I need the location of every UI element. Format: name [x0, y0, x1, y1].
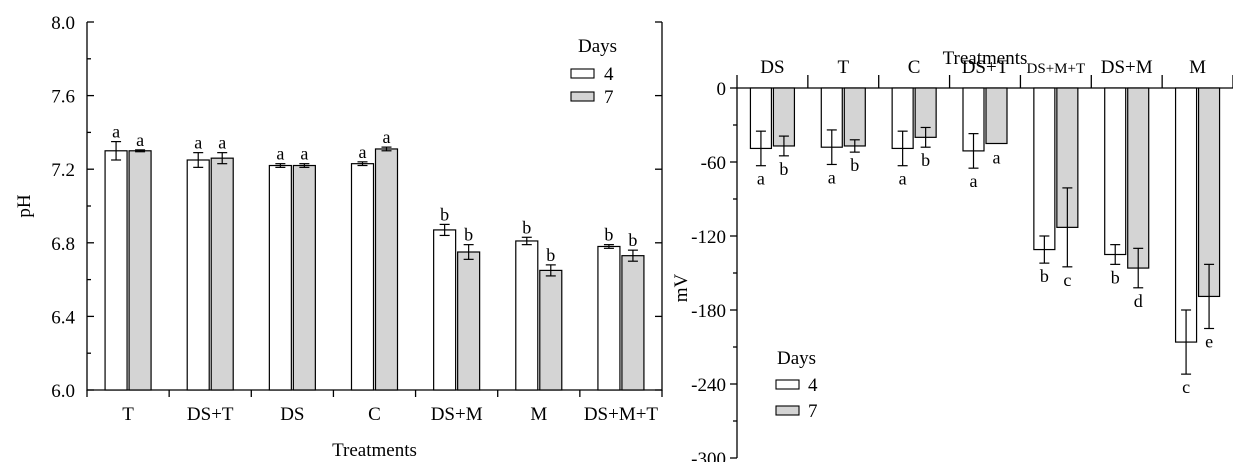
- significance-label: a: [970, 171, 978, 191]
- y-tick-label: -60: [701, 153, 726, 174]
- x-tick-label: DS: [280, 404, 304, 425]
- significance-label: a: [136, 130, 144, 150]
- significance-label: a: [757, 169, 765, 189]
- significance-label: e: [1205, 332, 1213, 352]
- significance-label: a: [276, 144, 284, 164]
- bar: [186, 159, 210, 391]
- x-tick-label: DS+M+T: [1027, 61, 1086, 77]
- bar: [292, 164, 316, 391]
- bar: [1033, 87, 1056, 251]
- significance-label: c: [1063, 270, 1071, 290]
- significance-label: d: [1134, 291, 1143, 311]
- significance-label: b: [522, 217, 531, 237]
- x-tick-label: DS+M+T: [584, 404, 659, 425]
- x-tick-label: DS+M: [431, 404, 483, 425]
- significance-label: a: [194, 133, 202, 153]
- bar: [539, 269, 563, 391]
- x-tick-label: DS+T: [187, 404, 234, 425]
- bar: [985, 87, 1008, 145]
- y-tick-label: -180: [691, 301, 726, 322]
- y-tick-label: 8.0: [51, 13, 75, 34]
- significance-label: b: [850, 155, 859, 175]
- x-tick-label: M: [1189, 57, 1206, 78]
- significance-label: a: [359, 142, 367, 162]
- x-axis-title: Treatments: [332, 440, 417, 461]
- significance-label: a: [300, 144, 308, 164]
- significance-label: b: [604, 225, 613, 245]
- legend-swatch: [570, 91, 595, 102]
- legend-label: 7: [808, 401, 818, 422]
- significance-label: a: [218, 133, 226, 153]
- y-tick-label: 6.0: [51, 381, 75, 402]
- x-tick-label: T: [837, 57, 849, 78]
- y-tick-label: 6.4: [51, 307, 75, 328]
- ph-chart: 6.06.46.87.27.68.0T DS+T DS C DS+M M DS+M+Taaa…: [14, 13, 663, 461]
- y-tick-label: 6.8: [51, 234, 75, 255]
- significance-label: b: [1040, 266, 1049, 286]
- significance-label: c: [1182, 377, 1190, 397]
- x-tick-label: T: [122, 404, 134, 425]
- bar: [515, 240, 539, 391]
- y-tick-label: 7.2: [51, 160, 75, 181]
- legend-label: 4: [604, 64, 614, 85]
- y-tick-label: -120: [691, 227, 726, 248]
- significance-label: b: [628, 230, 637, 250]
- significance-label: b: [546, 245, 555, 265]
- y-tick-label: 0: [717, 79, 727, 100]
- bar: [1104, 87, 1127, 256]
- bar: [350, 163, 375, 391]
- significance-label: b: [779, 159, 788, 179]
- legend-swatch: [775, 379, 800, 390]
- significance-label: a: [112, 122, 120, 142]
- y-tick-label: 7.6: [51, 87, 75, 108]
- bar: [374, 148, 399, 391]
- bar: [843, 87, 866, 147]
- significance-label: a: [899, 169, 907, 189]
- significance-label: a: [828, 167, 836, 187]
- x-tick-label: C: [908, 57, 921, 78]
- mv-chart: 0 -60 -120 -180 -240 -300 DS T C DS+T DS+M+T DS+M Ma…: [671, 48, 1233, 462]
- legend-label: 7: [604, 87, 614, 108]
- legend-label: 4: [808, 375, 818, 396]
- bar: [1174, 87, 1198, 343]
- y-axis-title: mV: [671, 273, 692, 302]
- legend-title: Days: [777, 348, 816, 369]
- legend-swatch: [570, 68, 595, 79]
- y-tick-label: -240: [691, 375, 726, 396]
- x-tick-label: DS+T: [962, 57, 1009, 78]
- y-tick-label: -300: [691, 449, 726, 462]
- bar: [621, 255, 645, 391]
- significance-label: b: [921, 150, 930, 170]
- x-tick-label: DS+M: [1101, 57, 1153, 78]
- x-tick-label: C: [368, 404, 381, 425]
- bar: [210, 157, 234, 391]
- bar: [128, 150, 152, 391]
- significance-label: a: [383, 127, 391, 147]
- significance-label: a: [993, 148, 1001, 168]
- bar: [104, 150, 128, 391]
- legend-title: Days: [578, 36, 617, 57]
- bar: [597, 245, 621, 391]
- significance-label: b: [464, 225, 473, 245]
- x-axis-title: Treatments: [943, 48, 1028, 69]
- bar: [457, 251, 481, 391]
- bar: [1127, 87, 1150, 269]
- legend-swatch: [775, 405, 800, 416]
- bar: [433, 229, 457, 391]
- x-tick-label: DS: [760, 57, 784, 78]
- bar: [268, 164, 292, 391]
- significance-label: b: [440, 204, 449, 224]
- x-tick-label: M: [530, 404, 547, 425]
- significance-label: b: [1111, 267, 1120, 287]
- y-axis-title: pH: [14, 194, 35, 218]
